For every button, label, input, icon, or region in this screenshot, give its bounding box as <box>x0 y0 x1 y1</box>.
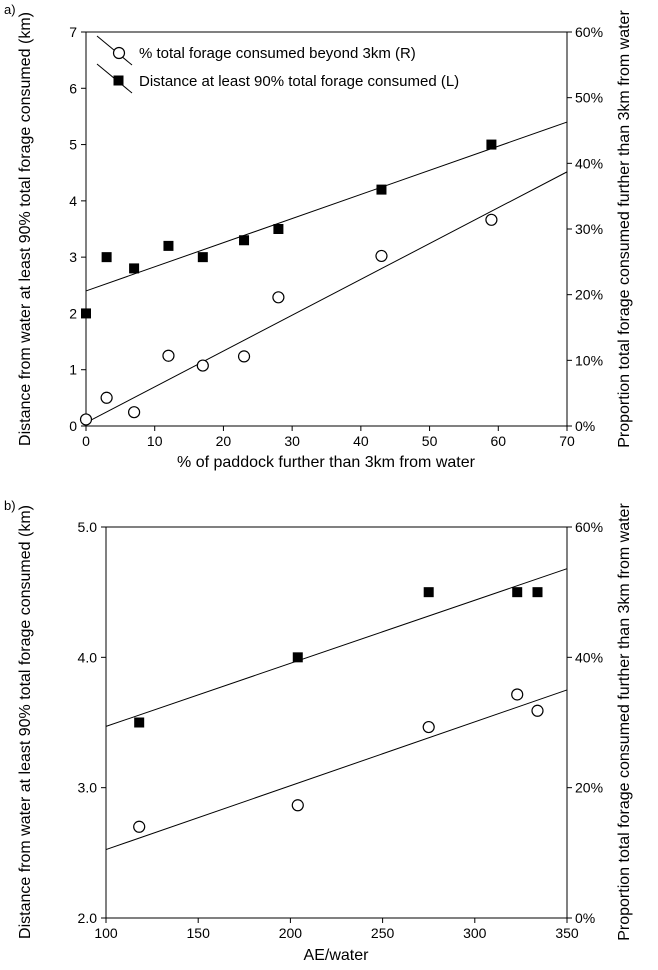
square-data-point <box>423 587 434 598</box>
trendlines <box>85 121 568 424</box>
x-ticks: 100 150 200 250 300 350 <box>94 918 579 941</box>
circle-data-point <box>422 720 435 734</box>
data-points <box>79 139 498 426</box>
right-y-tick-label: 50% <box>575 90 603 106</box>
square-data-point <box>532 587 543 598</box>
circle-data-point <box>511 688 524 701</box>
right-y-tick-label: 0% <box>575 910 595 926</box>
legend-label-2: Distance at least 90% total forage consu… <box>139 73 459 90</box>
data-points <box>133 587 544 833</box>
left-y-axis-label: Distance from water at least 90% total f… <box>17 12 34 446</box>
square-data-point <box>197 252 208 263</box>
trendline-right-axis <box>105 689 568 851</box>
x-tick-label: 50 <box>422 433 438 449</box>
square-data-point <box>273 224 284 234</box>
left-y-ticks: 0 1 2 3 4 5 6 7 <box>69 24 86 434</box>
trendline-left-axis <box>85 121 568 292</box>
circle-data-point <box>485 213 498 226</box>
left-y-tick-label: 5.0 <box>78 519 98 535</box>
circle-data-point <box>128 406 141 419</box>
left-y-tick-label: 4.0 <box>78 649 98 665</box>
right-y-tick-label: 10% <box>575 352 603 368</box>
circle-data-point <box>291 799 304 812</box>
circle-data-point <box>531 704 544 717</box>
square-data-point <box>81 308 91 319</box>
legend-label-1: % total forage consumed beyond 3km (R) <box>139 45 416 62</box>
square-data-point <box>101 252 112 263</box>
square-data-point <box>129 263 140 274</box>
square-data-point <box>292 652 303 663</box>
x-tick-label: 20 <box>216 433 232 449</box>
trendlines <box>105 568 568 851</box>
square-data-point <box>486 139 497 150</box>
circle-data-point <box>196 359 209 372</box>
left-y-tick-label: 4 <box>69 193 77 209</box>
circle-data-point <box>237 350 251 363</box>
trendline-right-axis <box>85 171 568 424</box>
left-y-tick-label: 2 <box>69 305 77 321</box>
panel-label: a) <box>4 2 16 17</box>
right-y-tick-label: 20% <box>575 287 603 303</box>
right-y-ticks: 0% 20% 40% 60% <box>567 519 603 926</box>
x-axis-label: AE/water <box>304 947 370 964</box>
x-ticks: 0 10 20 30 40 50 60 70 <box>82 426 575 449</box>
x-tick-label: 70 <box>559 433 575 449</box>
circle-data-point <box>375 249 388 263</box>
legend: % total forage consumed beyond 3km (R) D… <box>96 35 459 94</box>
x-tick-label: 10 <box>147 433 163 449</box>
circle-data-point <box>272 291 285 304</box>
x-tick-label: 250 <box>371 925 395 941</box>
trendline-left-axis <box>105 568 568 727</box>
left-y-ticks: 2.0 3.0 4.0 5.0 <box>78 519 106 926</box>
plot-frame <box>105 526 568 919</box>
x-tick-label: 40 <box>353 433 369 449</box>
right-y-ticks: 0% 10% 20% 30% 40% 50% 60% <box>567 24 603 434</box>
panel-b: b) 100 150 200 250 300 350 2.0 3.0 4.0 5.0 0% 20%… <box>4 498 633 964</box>
right-y-tick-label: 40% <box>575 155 603 171</box>
legend-square-marker <box>113 75 124 86</box>
plot-frame <box>85 31 568 427</box>
left-y-tick-label: 5 <box>69 137 77 153</box>
x-tick-label: 300 <box>463 925 487 941</box>
x-tick-label: 350 <box>555 925 579 941</box>
left-y-tick-label: 0 <box>69 418 77 434</box>
square-data-point <box>134 717 145 728</box>
right-y-tick-label: 40% <box>575 649 603 665</box>
legend-circle-marker <box>112 46 126 60</box>
square-data-point <box>163 240 174 251</box>
square-data-point <box>376 184 387 195</box>
left-y-tick-label: 1 <box>69 362 77 378</box>
circle-data-point <box>162 349 175 362</box>
x-tick-label: 150 <box>187 925 211 941</box>
x-tick-label: 0 <box>82 433 90 449</box>
left-y-tick-label: 7 <box>69 24 77 40</box>
left-y-tick-label: 2.0 <box>78 910 98 926</box>
x-tick-label: 200 <box>279 925 303 941</box>
left-y-tick-label: 6 <box>69 80 77 96</box>
circle-data-point <box>133 820 146 833</box>
circle-data-point <box>100 391 113 404</box>
right-y-tick-label: 60% <box>575 519 603 535</box>
left-y-tick-label: 3 <box>69 249 77 265</box>
left-y-axis-label: Distance from water at least 90% total f… <box>17 505 34 939</box>
left-y-tick-label: 3.0 <box>78 780 98 796</box>
square-data-point <box>512 587 523 598</box>
right-y-axis-label: Proportion total forage consumed further… <box>616 10 633 448</box>
right-y-tick-label: 20% <box>575 780 603 796</box>
circle-data-point <box>79 413 93 426</box>
square-data-point <box>239 235 250 246</box>
panel-a: a) 0 10 20 30 40 50 60 70 0 1 2 3 4 5 6 7 0% 10% 20% 30% 4… <box>4 2 633 471</box>
right-y-tick-label: 30% <box>575 221 603 237</box>
right-y-axis-label: Proportion total forage consumed further… <box>616 503 633 941</box>
x-tick-label: 60 <box>490 433 506 449</box>
right-y-tick-label: 60% <box>575 24 603 40</box>
x-tick-label: 100 <box>94 925 118 941</box>
right-y-tick-label: 0% <box>575 418 595 434</box>
x-tick-label: 30 <box>284 433 300 449</box>
panel-label: b) <box>4 498 16 513</box>
x-axis-label: % of paddock further than 3km from water <box>177 454 476 471</box>
